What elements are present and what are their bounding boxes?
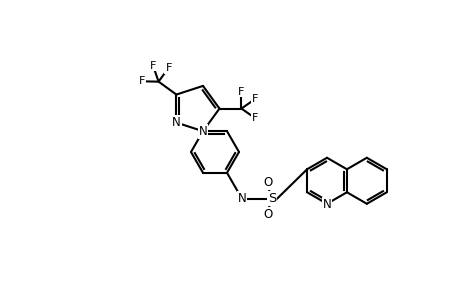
Text: S: S (267, 192, 275, 205)
Text: F: F (238, 87, 244, 97)
Text: N: N (198, 125, 207, 138)
Text: F: F (252, 94, 258, 104)
Text: F: F (150, 61, 156, 70)
Text: F: F (252, 113, 258, 123)
Text: F: F (138, 76, 145, 86)
Text: N: N (322, 198, 330, 211)
Text: N: N (237, 192, 246, 205)
Text: O: O (263, 176, 272, 189)
Text: F: F (165, 63, 171, 73)
Text: O: O (263, 208, 272, 221)
Text: N: N (172, 116, 180, 129)
